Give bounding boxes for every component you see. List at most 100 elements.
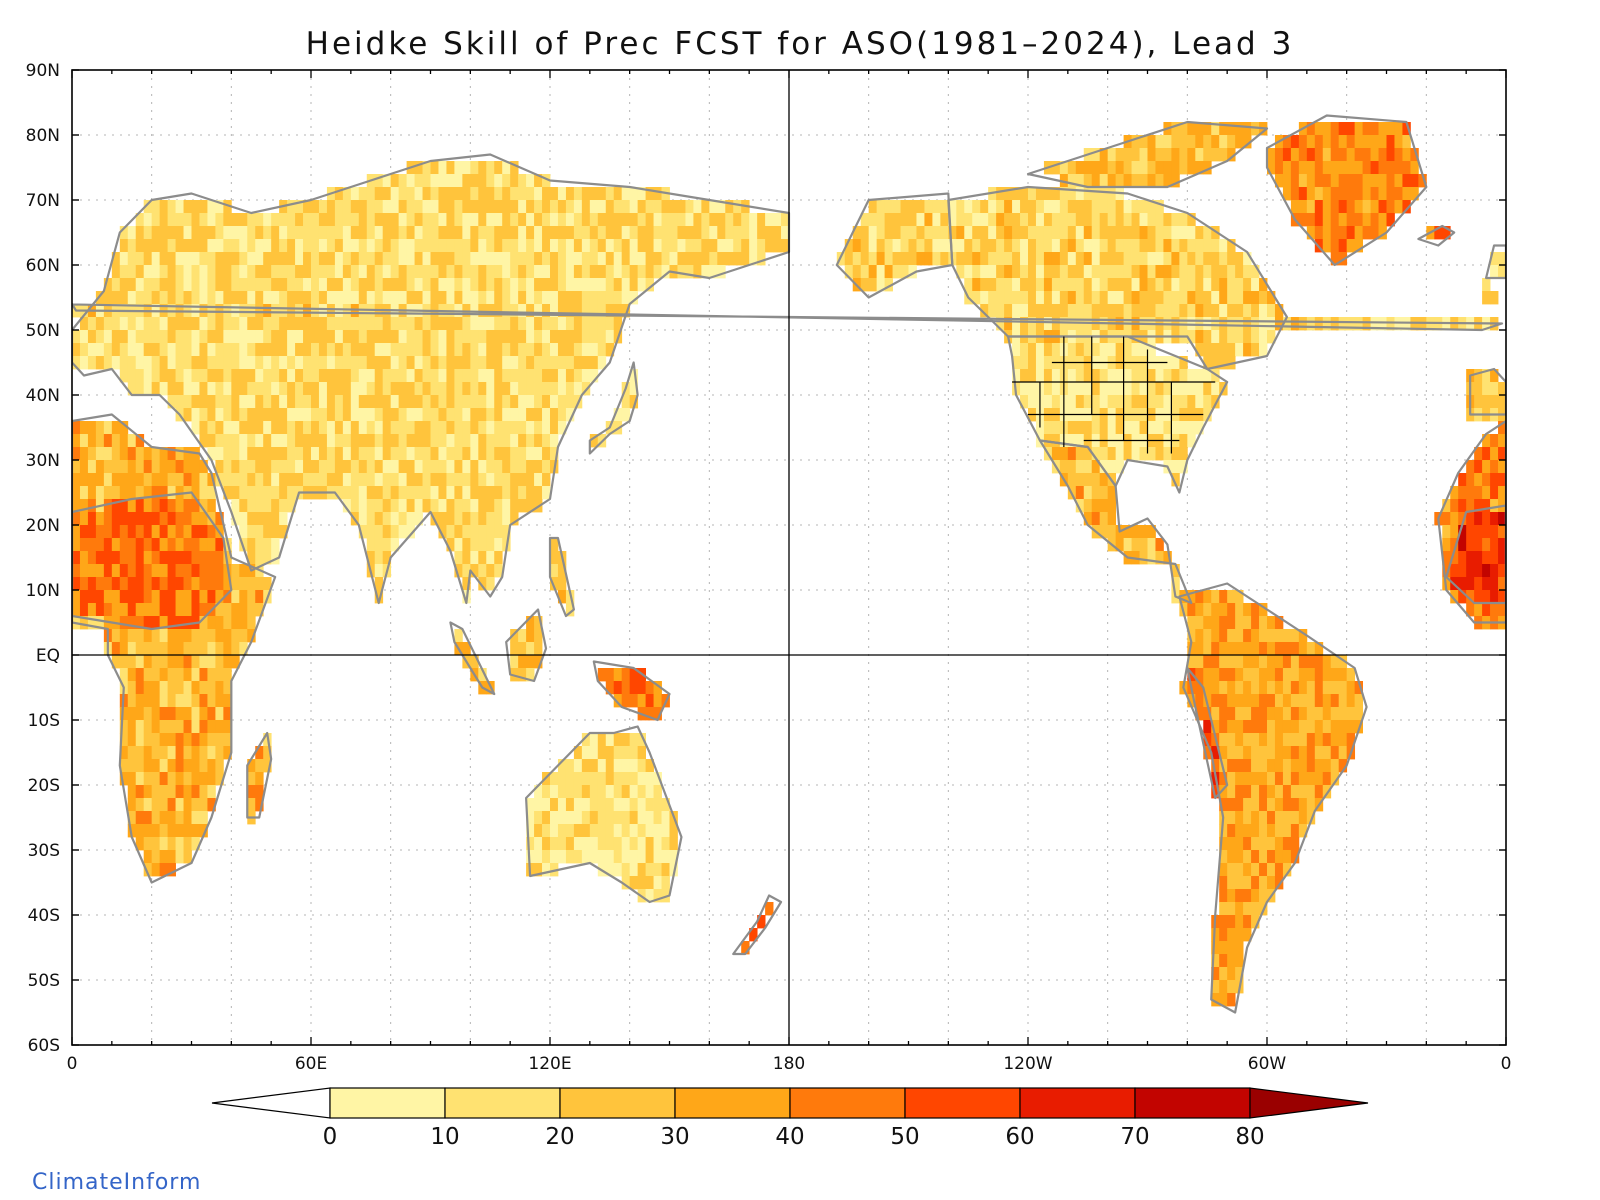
- skill-cell: [534, 642, 543, 656]
- skill-cell: [199, 577, 208, 591]
- skill-cell: [1028, 382, 1037, 396]
- skill-cell: [462, 213, 471, 227]
- skill-cell: [1362, 226, 1371, 240]
- skill-cell: [1306, 785, 1316, 799]
- skill-cell: [287, 369, 296, 383]
- skill-cell: [709, 252, 718, 266]
- skill-cell: [438, 330, 447, 344]
- skill-cell: [1466, 538, 1475, 552]
- skill-cell: [334, 343, 344, 357]
- skill-cell: [183, 291, 192, 305]
- skill-cell: [486, 343, 495, 357]
- skill-cell: [287, 434, 296, 448]
- skill-cell: [1131, 369, 1140, 383]
- skill-cell: [494, 408, 503, 422]
- skill-cell: [175, 551, 184, 565]
- skill-cell: [717, 252, 726, 266]
- skill-cell: [1243, 798, 1252, 812]
- skill-cell: [1227, 954, 1236, 968]
- skill-cell: [1290, 668, 1300, 682]
- skill-cell: [342, 317, 352, 331]
- skill-cell: [1482, 369, 1491, 383]
- skill-cell: [183, 590, 192, 604]
- skill-cell: [175, 525, 184, 539]
- skill-cell: [1235, 837, 1244, 851]
- skill-cell: [350, 421, 360, 435]
- skill-cell: [1099, 460, 1109, 474]
- skill-cell: [239, 642, 248, 656]
- skill-cell: [518, 655, 527, 669]
- skill-cell: [518, 213, 527, 227]
- skill-cell: [175, 343, 184, 357]
- skill-cell: [534, 798, 543, 812]
- skill-cell: [1306, 668, 1316, 682]
- skill-cell: [1290, 629, 1300, 643]
- skill-cell: [1035, 356, 1045, 370]
- skill-cell: [119, 343, 129, 357]
- skill-cell: [119, 525, 129, 539]
- skill-cell: [1267, 746, 1276, 760]
- skill-cell: [199, 278, 208, 292]
- skill-cell: [119, 252, 129, 266]
- skill-cell: [733, 200, 742, 214]
- skill-cell: [454, 447, 463, 461]
- skill-cell: [183, 616, 192, 630]
- skill-cell: [1458, 577, 1467, 591]
- skill-cell: [1028, 304, 1037, 318]
- skill-cell: [1490, 590, 1499, 604]
- skill-cell: [334, 369, 344, 383]
- skill-cell: [1227, 915, 1236, 929]
- skill-cell: [645, 824, 654, 838]
- skill-cell: [119, 421, 129, 435]
- skill-cell: [1227, 759, 1236, 773]
- skill-cell: [167, 694, 176, 708]
- skill-cell: [175, 837, 184, 851]
- skill-cell: [1163, 148, 1172, 162]
- coastline: [592, 660, 671, 722]
- skill-cell: [621, 733, 631, 747]
- skill-cell: [1354, 135, 1363, 149]
- skill-cell: [398, 226, 407, 240]
- skill-cell: [1067, 382, 1077, 396]
- skill-cell: [1227, 265, 1236, 279]
- skill-cell: [589, 200, 599, 214]
- skill-cell: [518, 421, 527, 435]
- skill-cell: [1251, 343, 1260, 357]
- skill-cell: [127, 226, 137, 240]
- skill-cell: [446, 317, 455, 331]
- skill-cell: [295, 291, 304, 305]
- skill-cell: [390, 291, 400, 305]
- skill-cell: [1099, 304, 1109, 318]
- skill-cell: [438, 512, 447, 526]
- skill-cell: [613, 824, 623, 838]
- skill-cell: [151, 213, 161, 227]
- skill-cell: [645, 876, 654, 890]
- skill-cell: [1211, 278, 1220, 292]
- skill-cell: [717, 239, 726, 253]
- skill-cell: [430, 330, 439, 344]
- skill-cell: [526, 473, 535, 487]
- skill-cell: [1147, 395, 1156, 409]
- skill-cell: [318, 343, 328, 357]
- skill-cell: [478, 551, 487, 565]
- skill-cell: [215, 772, 224, 786]
- skill-cell: [557, 187, 567, 201]
- skill-cell: [1043, 278, 1053, 292]
- skill-cell: [1107, 525, 1117, 539]
- skill-cell: [326, 434, 336, 448]
- skill-cell: [87, 538, 97, 552]
- skill-cell: [781, 239, 790, 253]
- skill-cell: [1322, 733, 1332, 747]
- skill-cell: [326, 408, 336, 422]
- skill-cell: [167, 746, 176, 760]
- skill-cell: [892, 239, 901, 253]
- skill-cell: [1171, 161, 1180, 175]
- skill-cell: [334, 356, 344, 370]
- skill-cell: [1498, 460, 1506, 474]
- skill-cell: [390, 213, 400, 227]
- skill-cell: [1243, 304, 1252, 318]
- skill-cell: [1091, 473, 1101, 487]
- skill-cell: [263, 421, 272, 435]
- skill-cell: [95, 590, 105, 604]
- skill-cell: [135, 707, 145, 721]
